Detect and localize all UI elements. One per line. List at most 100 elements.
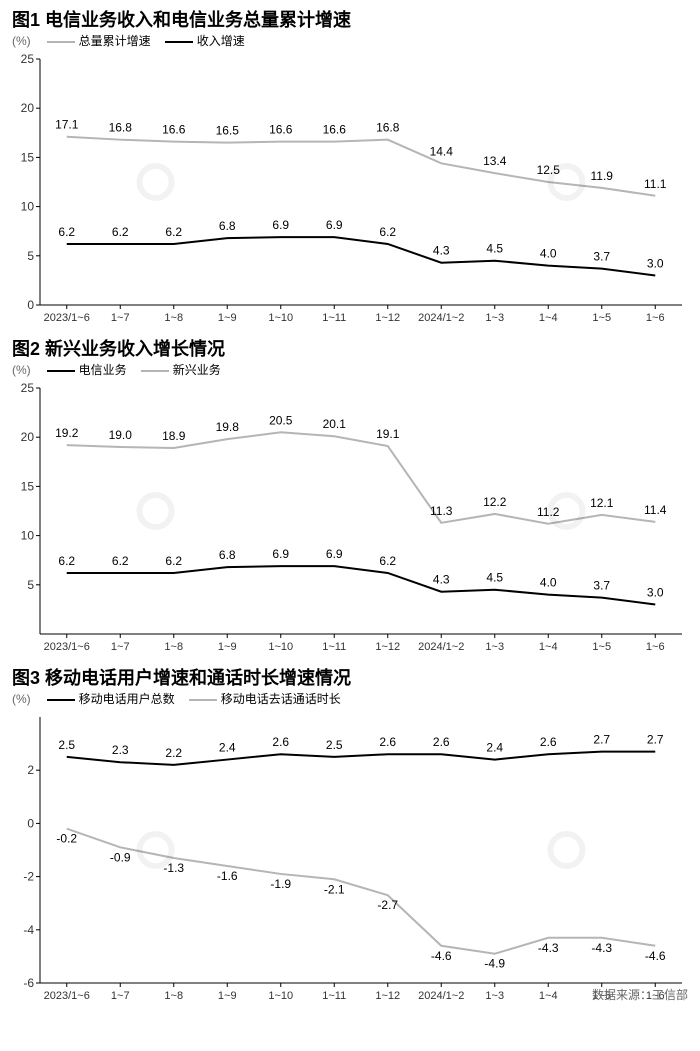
value-label: 12.2 <box>483 495 507 509</box>
value-label: 11.1 <box>644 177 667 191</box>
legend-item: 移动电话去话通话时长 <box>189 690 341 707</box>
value-label: -1.6 <box>217 869 238 883</box>
x-tick-label: 1~4 <box>539 990 558 1002</box>
value-label: 6.2 <box>165 554 182 568</box>
value-label: 2.6 <box>272 735 289 749</box>
x-tick-label: 1~4 <box>539 641 558 653</box>
x-tick-label: 2024/1~2 <box>418 312 464 324</box>
value-label: 4.0 <box>540 576 557 590</box>
value-label: 16.6 <box>269 123 293 137</box>
chart-title: 图2 新兴业务收入增长情况 <box>0 329 700 361</box>
legend-item: 新兴业务 <box>141 361 221 378</box>
legend-item: 移动电话用户总数 <box>47 690 175 707</box>
y-tick-label: 10 <box>21 200 35 214</box>
data-source: 数据来源：工信部 <box>592 986 688 1003</box>
legend-item: 收入增速 <box>165 32 245 49</box>
value-label: 12.1 <box>590 496 614 510</box>
y-tick-label: 15 <box>21 479 35 493</box>
series-line <box>67 566 656 604</box>
value-label: 2.3 <box>112 743 129 757</box>
value-label: 6.9 <box>326 547 343 561</box>
value-label: -4.6 <box>431 949 452 963</box>
y-tick-label: 25 <box>21 381 35 395</box>
chart-legend: (%)移动电话用户总数移动电话去话通话时长 <box>0 690 700 707</box>
y-tick-label: -2 <box>23 870 34 884</box>
value-label: 19.1 <box>376 427 400 441</box>
value-label: -1.9 <box>270 877 291 891</box>
x-tick-label: 1~12 <box>375 990 400 1002</box>
value-label: 6.2 <box>58 225 75 239</box>
value-label: 16.6 <box>323 123 347 137</box>
value-label: 4.0 <box>540 247 557 261</box>
value-label: 2.7 <box>593 733 610 747</box>
value-label: 16.8 <box>376 121 400 135</box>
value-label: -4.6 <box>645 949 666 963</box>
y-tick-label: -4 <box>23 923 34 937</box>
x-tick-label: 1~10 <box>268 312 293 324</box>
value-label: 6.2 <box>165 225 182 239</box>
x-tick-label: 1~11 <box>322 312 346 324</box>
chart-plot: -6-4-2022023/1~61~71~81~91~101~111~12202… <box>10 707 690 1007</box>
y-tick-label: 5 <box>27 578 34 592</box>
x-tick-label: 1~5 <box>592 312 611 324</box>
value-label: 6.9 <box>272 547 289 561</box>
y-tick-label: 2 <box>27 763 34 777</box>
value-label: 6.2 <box>379 225 396 239</box>
x-tick-label: 1~8 <box>164 990 183 1002</box>
legend-item: 电信业务 <box>47 361 127 378</box>
value-label: 19.0 <box>109 428 133 442</box>
y-unit: (%) <box>12 363 31 377</box>
series-line <box>67 752 656 765</box>
y-tick-label: 0 <box>27 298 34 312</box>
x-tick-label: 2023/1~6 <box>44 312 90 324</box>
value-label: 6.2 <box>112 225 129 239</box>
x-tick-label: 1~11 <box>322 641 346 653</box>
value-label: 2.4 <box>219 741 236 755</box>
chart-legend: (%)总量累计增速收入增速 <box>0 32 700 49</box>
x-tick-label: 1~7 <box>111 990 130 1002</box>
x-tick-label: 2024/1~2 <box>418 990 464 1002</box>
value-label: 17.1 <box>55 118 79 132</box>
value-label: -0.2 <box>56 832 77 846</box>
x-tick-label: 1~7 <box>111 641 130 653</box>
value-label: 2.6 <box>433 735 450 749</box>
value-label: 16.8 <box>109 121 133 135</box>
y-tick-label: 10 <box>21 529 35 543</box>
value-label: 2.4 <box>486 741 503 755</box>
chart-plot: 05101520252023/1~61~71~81~91~101~111~122… <box>10 49 690 329</box>
x-tick-label: 1~9 <box>218 312 237 324</box>
value-label: 6.8 <box>219 548 236 562</box>
value-label: -2.7 <box>377 898 398 912</box>
value-label: 19.2 <box>55 426 79 440</box>
value-label: 20.1 <box>323 417 347 431</box>
x-tick-label: 1~4 <box>539 312 558 324</box>
chart-title: 图1 电信业务收入和电信业务总量累计增速 <box>0 0 700 32</box>
x-tick-label: 2023/1~6 <box>44 990 90 1002</box>
y-tick-label: 25 <box>21 52 35 66</box>
x-tick-label: 1~12 <box>375 641 400 653</box>
value-label: 6.8 <box>219 219 236 233</box>
x-tick-label: 1~7 <box>111 312 130 324</box>
value-label: 14.4 <box>430 144 454 158</box>
value-label: 2.6 <box>379 735 396 749</box>
x-tick-label: 1~6 <box>646 641 665 653</box>
x-tick-label: 2024/1~2 <box>418 641 464 653</box>
value-label: 3.0 <box>647 585 664 599</box>
value-label: 6.2 <box>58 554 75 568</box>
value-label: -4.3 <box>591 941 612 955</box>
series-line <box>67 237 656 275</box>
x-tick-label: 1~11 <box>322 990 346 1002</box>
x-tick-label: 2023/1~6 <box>44 641 90 653</box>
y-tick-label: -6 <box>23 976 34 990</box>
x-tick-label: 1~3 <box>485 641 504 653</box>
value-label: 11.9 <box>591 169 614 183</box>
value-label: 16.6 <box>162 123 186 137</box>
value-label: 3.7 <box>593 579 610 593</box>
value-label: 11.3 <box>430 504 453 518</box>
y-tick-label: 20 <box>21 430 35 444</box>
value-label: 19.8 <box>216 420 240 434</box>
value-label: 11.4 <box>644 503 667 517</box>
value-label: 4.5 <box>486 242 503 256</box>
x-tick-label: 1~5 <box>592 641 611 653</box>
value-label: 18.9 <box>162 429 186 443</box>
